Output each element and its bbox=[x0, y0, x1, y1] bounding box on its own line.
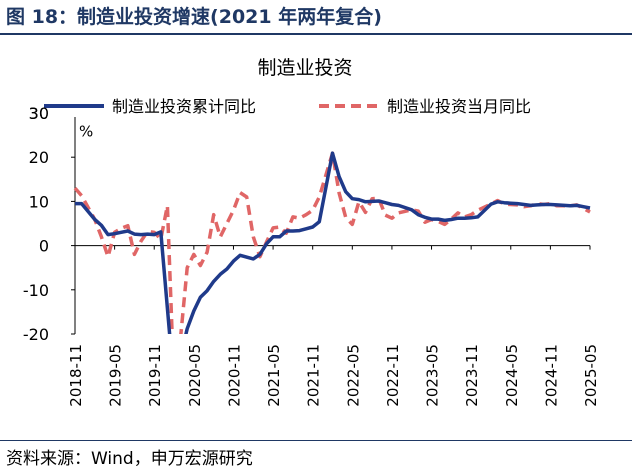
y-tick-label: -20 bbox=[23, 325, 49, 344]
y-tick-label: 20 bbox=[29, 148, 49, 167]
legend-monthly-label: 制造业投资当月同比 bbox=[387, 97, 531, 116]
x-tick-label: 2020-05 bbox=[186, 344, 204, 407]
line-chart: 制造业投资 -20 -10 0 10 20 30% 2018-11 2019-05 2019-1… bbox=[23, 57, 600, 407]
x-tick-label: 2021-11 bbox=[305, 344, 323, 407]
x-tick-label: 2021-05 bbox=[265, 344, 283, 407]
series-line-cumulative bbox=[75, 151, 591, 334]
legend-cumulative-label: 制造业投资累计同比 bbox=[112, 97, 256, 116]
legend-cumulative-bg bbox=[42, 95, 312, 117]
x-tick-label: 2018-11 bbox=[67, 344, 85, 407]
figure-title: 图 18：制造业投资增速(2021 年两年复合) bbox=[6, 6, 382, 28]
y-tick-label-top: 30 bbox=[29, 104, 49, 123]
x-tick-label: 2024-05 bbox=[503, 344, 521, 407]
x-tick-label: 2024-11 bbox=[542, 344, 560, 407]
x-tick-label: 2019-05 bbox=[107, 344, 125, 407]
x-tick-label: 2019-11 bbox=[146, 344, 164, 407]
x-tick-label: 2023-11 bbox=[463, 344, 481, 407]
source-note: 资料来源：Wind，申万宏源研究 bbox=[6, 449, 253, 469]
title-rule bbox=[0, 33, 632, 35]
x-tick-label: 2020-11 bbox=[225, 344, 243, 407]
plot-area: -20 -10 0 10 20 30% 2018-11 2019-05 2019-11 2020-… bbox=[23, 95, 600, 407]
y-tick-label: 0 bbox=[39, 237, 49, 256]
chart-title: 制造业投资 bbox=[257, 57, 352, 79]
y-tick-label: 10 bbox=[29, 192, 49, 211]
y-tick-label: -10 bbox=[23, 281, 49, 300]
x-tick-label: 2022-11 bbox=[384, 344, 402, 407]
legend-monthly-bg bbox=[317, 95, 587, 117]
source-rule bbox=[0, 440, 632, 441]
x-tick-label: 2022-05 bbox=[344, 344, 362, 407]
y-unit-label: % bbox=[79, 123, 93, 141]
x-tick-label: 2025-05 bbox=[582, 344, 600, 407]
x-tick-label: 2023-05 bbox=[424, 344, 442, 407]
